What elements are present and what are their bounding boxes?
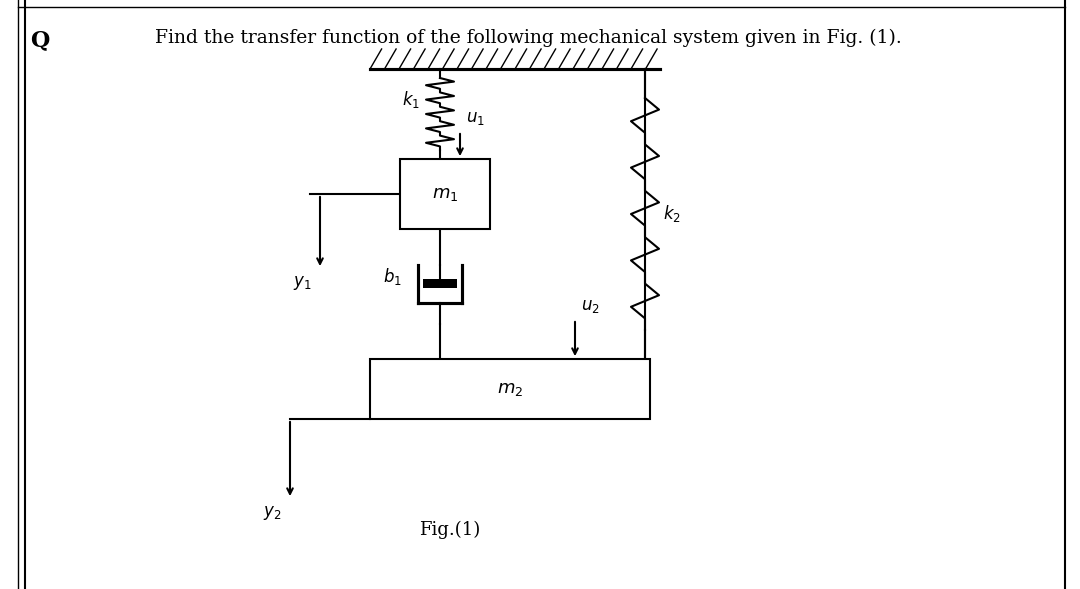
Bar	[423, 279, 457, 288]
Text: $y_2$: $y_2$	[264, 504, 282, 522]
Text: $m_1$: $m_1$	[432, 185, 458, 203]
Text: Q: Q	[30, 29, 50, 51]
Text: $b_1$: $b_1$	[383, 266, 402, 287]
Bar	[400, 159, 490, 229]
Text: $k_2$: $k_2$	[663, 204, 680, 224]
Bar	[370, 359, 650, 419]
Text: $m_2$: $m_2$	[497, 380, 523, 398]
Text: Fig.(1): Fig.(1)	[419, 521, 481, 539]
Text: $y_1$: $y_1$	[294, 274, 312, 292]
Text: $k_1$: $k_1$	[402, 88, 420, 110]
Text: $u_1$: $u_1$	[465, 109, 485, 127]
Text: Find the transfer function of the following mechanical system given in Fig. (1).: Find the transfer function of the follow…	[156, 29, 902, 47]
Text: $u_2$: $u_2$	[581, 297, 599, 315]
